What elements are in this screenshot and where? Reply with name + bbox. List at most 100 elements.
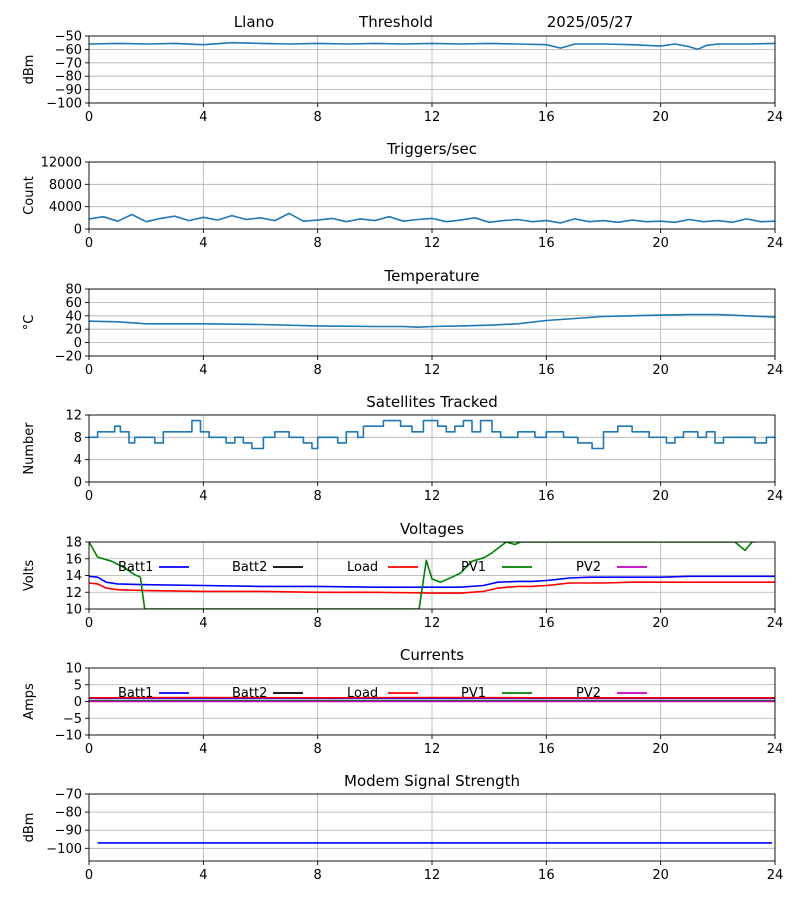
series-group	[89, 41, 775, 51]
y-tick-label: 10	[65, 603, 82, 618]
x-tick-label: 16	[538, 616, 555, 631]
series-line-batt1	[89, 575, 775, 589]
x-tick-label: 4	[199, 110, 207, 125]
y-tick-label: −70	[55, 56, 82, 71]
y-tick-label: −60	[55, 43, 82, 58]
y-tick-label: 12	[65, 409, 82, 424]
y-tick-label: −100	[46, 842, 82, 857]
chart-title: Currents	[400, 646, 464, 664]
series-group	[89, 212, 775, 224]
x-tick-label: 20	[652, 742, 669, 757]
y-tick-label: −80	[55, 806, 82, 821]
chart-panel-6: 0 4 8 12 16 20 24 −100 −90 −80 −70 Modem Signal Str…	[22, 772, 783, 883]
x-tick-label: 16	[538, 363, 555, 378]
x-tick-label: 16	[538, 110, 555, 125]
y-tick-label: −50	[55, 30, 82, 45]
x-tick-label: 20	[652, 868, 669, 883]
legend-label-pv1: PV1	[461, 560, 486, 575]
x-tick-label: 12	[424, 110, 441, 125]
y-tick-label: 10	[65, 662, 82, 677]
y-tick-label: 5	[74, 678, 82, 693]
x-tick-label: 12	[424, 616, 441, 631]
x-tick-label: 24	[767, 489, 784, 504]
chart-title: Temperature	[383, 267, 479, 285]
series-line	[89, 313, 775, 329]
header-date: 2025/05/27	[547, 13, 633, 31]
x-tick-label: 12	[424, 363, 441, 378]
x-tick-label: 8	[314, 868, 322, 883]
series-line-load	[89, 581, 775, 594]
series-group	[89, 313, 775, 329]
series-group	[89, 542, 775, 609]
x-tick-label: 0	[85, 236, 93, 251]
x-tick-label: 16	[538, 489, 555, 504]
series-line	[89, 212, 775, 224]
legend-label-batt1: Batt1	[118, 686, 153, 701]
chart-title: Triggers/sec	[386, 140, 477, 158]
x-tick-label: 16	[538, 868, 555, 883]
y-tick-label: 4	[74, 453, 82, 468]
y-tick-label: 0	[74, 223, 82, 238]
series-line-pv1	[89, 542, 755, 609]
x-tick-label: 24	[767, 616, 784, 631]
chart-title: Modem Signal Strength	[344, 772, 520, 790]
x-tick-label: 4	[199, 868, 207, 883]
y-tick-label: −90	[55, 83, 82, 98]
y-axis-label: Volts	[22, 560, 37, 592]
y-tick-label: 18	[65, 536, 82, 551]
x-tick-label: 4	[199, 489, 207, 504]
y-axis-label: dBm	[22, 813, 37, 843]
y-tick-label: −80	[55, 70, 82, 85]
x-tick-label: 12	[424, 489, 441, 504]
x-tick-label: 0	[85, 363, 93, 378]
x-tick-label: 8	[314, 363, 322, 378]
x-tick-label: 12	[424, 236, 441, 251]
x-tick-label: 12	[424, 742, 441, 757]
x-tick-label: 4	[199, 742, 207, 757]
y-axis-label: Count	[22, 176, 37, 215]
y-tick-label: 16	[65, 552, 82, 567]
chart-title: Voltages	[400, 520, 464, 538]
legend-label-batt1: Batt1	[118, 560, 153, 575]
y-axis-label: °C	[22, 315, 37, 331]
y-tick-label: 12000	[41, 156, 82, 171]
y-axis-label: Amps	[22, 683, 37, 720]
series-group	[89, 419, 775, 450]
x-tick-label: 0	[85, 489, 93, 504]
y-tick-label: 8	[74, 431, 82, 446]
x-tick-label: 8	[314, 489, 322, 504]
x-tick-label: 8	[314, 742, 322, 757]
chart-panel-1: 0 4 8 12 16 20 24 0 4000 8000 12000 Triggers/sec Cou…	[22, 140, 783, 251]
x-tick-label: 24	[767, 236, 784, 251]
y-tick-label: 8000	[49, 178, 82, 193]
x-tick-label: 8	[314, 110, 322, 125]
x-tick-label: 0	[85, 110, 93, 125]
y-tick-label: 4000	[49, 200, 82, 215]
chart-title: Satellites Tracked	[366, 393, 497, 411]
x-tick-label: 0	[85, 868, 93, 883]
legend-label-pv2: PV2	[576, 686, 601, 701]
x-tick-label: 0	[85, 616, 93, 631]
x-tick-label: 24	[767, 363, 784, 378]
chart-panel-0: 0 4 8 12 16 20 24 −100−90−80−70−60−50 dBm	[22, 30, 783, 126]
header-metric: Threshold	[358, 13, 433, 31]
x-tick-label: 4	[199, 236, 207, 251]
y-axis-label: dBm	[22, 55, 37, 85]
header-site: Llano	[234, 13, 274, 31]
y-tick-label: 0	[74, 336, 82, 351]
y-tick-label: −70	[55, 788, 82, 803]
series-group	[89, 696, 775, 703]
y-tick-label: −10	[55, 729, 82, 744]
legend-label-load: Load	[347, 560, 378, 575]
x-tick-label: 20	[652, 110, 669, 125]
x-tick-label: 24	[767, 110, 784, 125]
legend-label-batt2: Batt2	[232, 560, 267, 575]
x-tick-label: 8	[314, 616, 322, 631]
x-tick-label: 16	[538, 742, 555, 757]
legend-label-pv2: PV2	[576, 560, 601, 575]
x-tick-label: 20	[652, 236, 669, 251]
